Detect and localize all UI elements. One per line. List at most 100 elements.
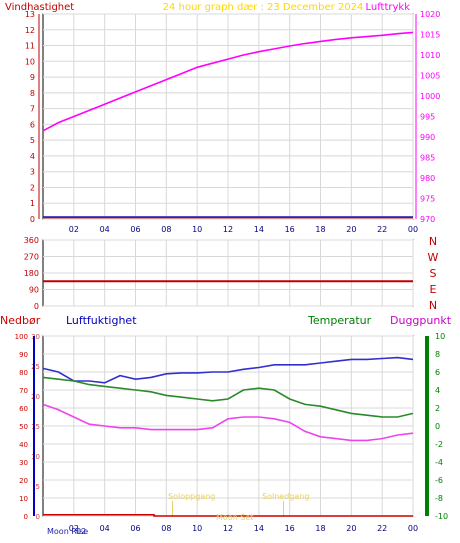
pressure-tick-label: 1005 [420, 72, 440, 81]
temperature-tick-label: -2 [435, 440, 443, 449]
rain-tick-label: 90 [19, 351, 28, 359]
compass-label: E [430, 283, 437, 296]
x-tick-label: 08 [161, 524, 171, 533]
rain-tick-label: 60 [19, 405, 28, 413]
rain-tick-label: 0 [24, 513, 28, 521]
wind-pressure-panel: 02 04 06 08 10 12 14 16 18 20 22 000123456789101112… [25, 10, 441, 234]
dewpoint-axis-title: Duggpunkt [390, 314, 452, 327]
rain-tick-label: 100 [15, 333, 28, 341]
x-tick-label: 22 [377, 225, 387, 234]
wind-speed-tick-label: 3 [30, 168, 35, 177]
x-tick-label: 10 [192, 225, 202, 234]
rain-tick-label: 10 [19, 495, 28, 503]
temperature-axis-title: Temperatur [307, 314, 372, 327]
pressure-tick-label: 985 [420, 154, 435, 163]
temperature-tick-label: 4 [435, 386, 440, 395]
x-tick-label: 18 [315, 225, 325, 234]
sunset-label: Solnedgang [262, 492, 309, 501]
x-tick-label: 20 [346, 225, 356, 234]
wind-speed-axis-title: Vindhastighet [5, 2, 74, 13]
wind-speed-tick-label: 9 [30, 73, 35, 82]
x-tick-label: 14 [254, 524, 264, 533]
direction-tick-label: 270 [24, 253, 39, 262]
direction-tick-label: 360 [24, 236, 39, 245]
wind-speed-tick-label: 13 [25, 10, 35, 19]
compass-label: N [429, 235, 437, 248]
wind-speed-tick-label: 5 [30, 136, 35, 145]
x-tick-label: 16 [285, 225, 295, 234]
x-tick-label: 12 [223, 524, 233, 533]
chart-title: 24 hour graph dær : 23 December 2024 [163, 2, 364, 13]
sunrise-label: Soloppgang [168, 492, 215, 501]
x-tick-label: 14 [254, 225, 264, 234]
wind-speed-tick-label: 0 [30, 215, 35, 224]
temperature-tick-label: -6 [435, 476, 443, 485]
temperature-axis-bar [425, 336, 429, 516]
temperature-tick-label: -8 [435, 494, 443, 503]
rain-humidity-temperature-panel: 02 04 06 08 10 12 14 16 18 20 22 00-10-8-6-4-202468… [15, 332, 448, 533]
moon-rise-time: 02 [76, 527, 86, 536]
x-tick-label: 16 [285, 524, 295, 533]
wind-speed-tick-label: 7 [30, 105, 35, 114]
direction-tick-label: 180 [24, 269, 39, 278]
x-tick-label: 02 [69, 524, 79, 533]
nedbr-line [43, 513, 413, 517]
temperature-tick-label: 0 [435, 422, 440, 431]
temperature-tick-label: -10 [435, 512, 448, 521]
direction-tick-label: 90 [29, 286, 39, 295]
luftfuktighet-line [42, 356, 414, 384]
x-tick-label: 04 [100, 225, 110, 234]
humidity-tick-label: 25 [31, 363, 40, 371]
humidity-tick-label: 20 [31, 393, 40, 401]
pressure-tick-label: 990 [420, 133, 435, 142]
x-tick-label: 22 [377, 524, 387, 533]
pressure-axis-title: Lufttrykk [365, 2, 410, 13]
x-tick-label: 04 [100, 524, 110, 533]
humidity-tick-label: 15 [31, 423, 40, 431]
x-tick-label: 08 [161, 225, 171, 234]
pressure-tick-label: 970 [420, 215, 435, 224]
x-tick-label: 20 [346, 524, 356, 533]
pressure-tick-label: 1010 [420, 51, 440, 60]
compass-label: N [429, 299, 437, 312]
moon-set-label: Moon Set [216, 513, 253, 522]
rain-axis-title: Nedbør [0, 314, 41, 327]
pressure-tick-label: 980 [420, 174, 435, 183]
moon-rise-label: Moon Rise [47, 527, 88, 536]
pressure-line [42, 31, 414, 132]
x-tick-label: 06 [130, 524, 140, 533]
wind-speed-tick-label: 10 [25, 57, 35, 66]
wind-direction-panel: 0 90 180 270 360 [24, 236, 414, 311]
humidity-tick-label: 30 [31, 333, 40, 341]
humidity-tick-label: 5 [36, 483, 40, 491]
temperatur-line [42, 376, 414, 418]
wind-speed-tick-label: 11 [25, 42, 35, 51]
pressure-tick-label: 995 [420, 113, 435, 122]
rain-tick-label: 50 [19, 423, 28, 431]
wind-speed-tick-label: 2 [30, 183, 35, 192]
x-tick-label: 10 [192, 524, 202, 533]
wind-speed-tick-label: 6 [30, 120, 35, 129]
wind-speed-tick-label: 1 [30, 199, 35, 208]
rain-tick-label: 20 [19, 477, 28, 485]
x-tick-label: 02 [69, 225, 79, 234]
wind-speed-tick-label: 8 [30, 89, 35, 98]
x-tick-label: 18 [315, 524, 325, 533]
x-tick-label: 06 [130, 225, 140, 234]
humidity-axis-title: Luftfuktighet [66, 314, 137, 327]
pressure-tick-label: 975 [420, 195, 435, 204]
humidity-axis-bar [33, 336, 35, 516]
compass-label: S [430, 267, 437, 280]
temperature-tick-label: 10 [435, 332, 445, 341]
humidity-tick-label: 10 [31, 453, 40, 461]
pressure-tick-label: 1020 [420, 10, 440, 19]
temperature-tick-label: 8 [435, 350, 440, 359]
pressure-tick-label: 1015 [420, 31, 440, 40]
temperature-tick-label: 6 [435, 368, 440, 377]
temperature-tick-label: 2 [435, 404, 440, 413]
compass-label: W [428, 251, 439, 264]
direction-tick-label: 0 [34, 302, 39, 311]
humidity-tick-label: 0 [36, 513, 40, 521]
